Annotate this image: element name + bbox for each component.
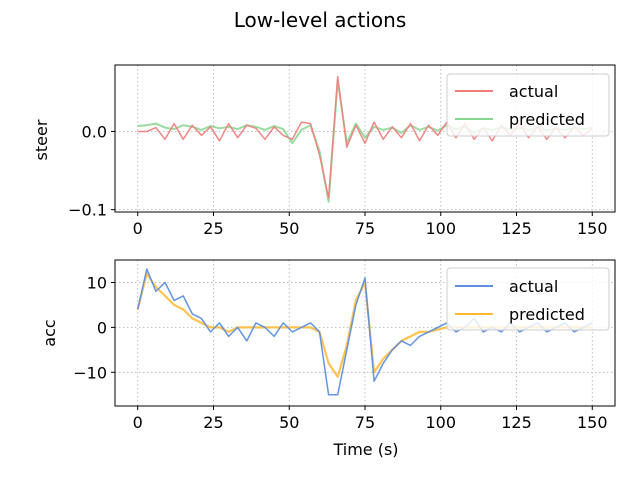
acc-x-axis-label: Time (s) <box>332 440 398 459</box>
steer-x-ticks: 0 25 50 75 100 125 150 <box>133 212 608 238</box>
steer-y-axis-label: steer <box>32 119 51 160</box>
acc-legend-actual-label: actual <box>509 277 558 296</box>
steer-axes-frame <box>114 64 616 213</box>
steer-legend-box <box>446 73 610 137</box>
acc-x-tick-label: 0 <box>133 413 143 432</box>
steer-x-tick-label: 50 <box>279 219 299 238</box>
steer-x-tick-label: 0 <box>133 219 143 238</box>
steer-legend-actual-label: actual <box>509 82 558 101</box>
acc-y-tick-label: 0 <box>97 318 107 337</box>
acc-x-tick-label: 125 <box>501 413 532 432</box>
acc-x-ticks: 0 25 50 75 100 125 150 <box>133 406 608 432</box>
steer-x-tick-label: 150 <box>577 219 608 238</box>
acc-x-tick-label: 150 <box>577 413 608 432</box>
steer-legend-predicted-label: predicted <box>509 110 585 129</box>
steer-legend: actual predicted <box>446 73 610 137</box>
steer-x-tick-label: 100 <box>425 219 456 238</box>
acc-x-tick-label: 50 <box>279 413 299 432</box>
steer-panel: 0 25 50 75 100 125 150 −0.1 0.0 steer actual pr… <box>32 64 616 238</box>
steer-x-tick-label: 75 <box>355 219 375 238</box>
acc-axes-frame <box>114 259 616 407</box>
acc-panel: 0 25 50 75 100 125 150 −10 0 10 acc Time (s) act… <box>40 259 616 459</box>
steer-y-tick-label: −0.1 <box>68 201 107 220</box>
steer-y-ticks: −0.1 0.0 <box>68 122 115 220</box>
acc-y-ticks: −10 0 10 <box>73 273 115 382</box>
acc-legend: actual predicted <box>446 267 610 331</box>
acc-legend-predicted-label: predicted <box>509 305 585 324</box>
steer-x-tick-label: 125 <box>501 219 532 238</box>
acc-x-tick-label: 75 <box>355 413 375 432</box>
acc-x-tick-label: 100 <box>425 413 456 432</box>
figure-title: Low-level actions <box>234 8 407 32</box>
acc-x-tick-label: 25 <box>203 413 223 432</box>
acc-y-tick-label: 10 <box>87 273 107 292</box>
acc-y-tick-label: −10 <box>73 363 107 382</box>
acc-y-axis-label: acc <box>40 319 59 346</box>
steer-x-tick-label: 25 <box>203 219 223 238</box>
steer-y-tick-label: 0.0 <box>82 122 107 141</box>
